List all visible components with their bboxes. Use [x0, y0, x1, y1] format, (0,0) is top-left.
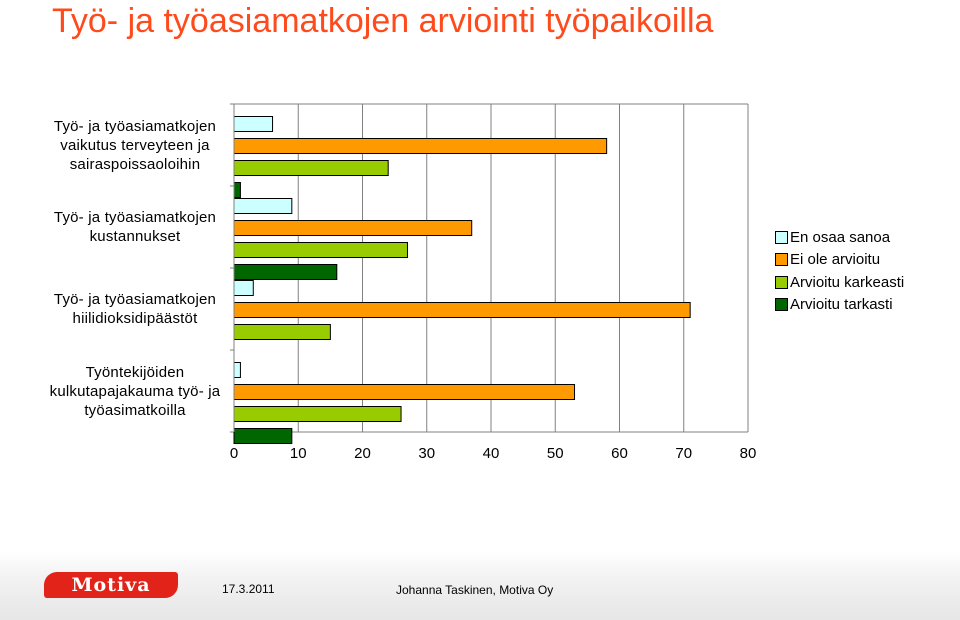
- legend-swatch: [775, 253, 788, 267]
- x-tick-label: 50: [547, 445, 564, 462]
- legend-swatch: [775, 230, 788, 244]
- footer-date: 17.3.2011: [222, 582, 275, 596]
- chart-legend: En osaa sanoa Ei ole arvioitu Arvioitu kar…: [775, 226, 904, 316]
- bar-en-osaa-sanoa: [233, 116, 274, 132]
- bar-ei-ole-arvioitu: [233, 384, 576, 400]
- category-label-line: sairaspoissaoloihin: [69, 155, 201, 173]
- legend-label: Arvioitu karkeasti: [790, 273, 905, 291]
- bar-chart: 0 10 20 30 40 50 60 70 80: [230, 103, 757, 462]
- category-label-line: hiilidioksidipäästöt: [72, 310, 198, 327]
- bar-ei-ole-arvioitu: [233, 220, 473, 236]
- slide-title: Työ- ja työasiamatkojen arviointi työpai…: [52, 2, 714, 40]
- bar-en-osaa-sanoa: [233, 198, 293, 214]
- bar-arvioitu-karkeasti: [233, 160, 389, 176]
- legend-label: Ei ole arvioitu: [790, 251, 881, 269]
- x-tick-label: 10: [290, 445, 307, 462]
- category-label-line: Työ- ja työasiamatkojen: [53, 117, 217, 135]
- legend-item: Arvioitu tarkasti: [775, 294, 904, 317]
- bar-arvioitu-karkeasti: [233, 324, 331, 340]
- bar-en-osaa-sanoa: [233, 362, 241, 378]
- bar-arvioitu-karkeasti: [233, 406, 402, 422]
- category-label-line: kulkutapajakauma työ- ja: [49, 382, 221, 400]
- legend-swatch: [775, 275, 788, 289]
- bar-arvioitu-karkeasti: [233, 242, 408, 258]
- category-label: Työ- ja työasiamatkojen kustannukset: [30, 208, 240, 246]
- bar-arvioitu-tarkasti: [233, 428, 293, 444]
- bar-arvioitu-tarkasti: [233, 264, 338, 280]
- legend-item: Arvioitu karkeasti: [775, 271, 904, 294]
- x-tick-label: 60: [611, 445, 628, 462]
- legend-item: Ei ole arvioitu: [775, 249, 904, 272]
- category-label-line: Työntekijöiden: [85, 363, 185, 381]
- category-label-line: vaikutus terveyteen ja: [60, 136, 210, 154]
- motiva-logo: Motiva: [44, 572, 178, 598]
- legend-label: En osaa sanoa: [790, 228, 891, 246]
- category-label-line: työasimatkoilla: [84, 401, 186, 419]
- x-tick-label: 0: [230, 445, 238, 462]
- legend-label: Arvioitu tarkasti: [790, 296, 893, 314]
- x-tick-label: 40: [483, 445, 500, 462]
- x-tick-label: 20: [354, 445, 371, 462]
- category-label-line: Työ- ja työasiamatkojen: [53, 291, 217, 308]
- bar-en-osaa-sanoa: [233, 280, 254, 296]
- footer: Motiva 17.3.2011 Johanna Taskinen, Motiv…: [0, 552, 960, 620]
- bar-ei-ole-arvioitu: [233, 302, 691, 318]
- category-label-line: kustannukset: [89, 228, 181, 245]
- x-tick-label: 30: [418, 445, 435, 462]
- legend-item: En osaa sanoa: [775, 226, 904, 249]
- x-tick-label: 70: [675, 445, 692, 462]
- footer-author: Johanna Taskinen, Motiva Oy: [396, 583, 554, 597]
- bar-ei-ole-arvioitu: [233, 138, 608, 154]
- category-label: Työ- ja työasiamatkojen hiilidioksidipääs…: [30, 290, 240, 328]
- category-label: Työ- ja työasiamatkojen vaikutus terveyte…: [30, 117, 240, 174]
- category-label: Työntekijöiden kulkutapajakauma työ- ja ty…: [30, 363, 240, 420]
- legend-swatch: [775, 298, 788, 312]
- bar-arvioitu-tarkasti: [233, 182, 241, 198]
- category-label-line: Työ- ja työasiamatkojen: [53, 209, 217, 226]
- x-tick-label: 80: [740, 445, 757, 462]
